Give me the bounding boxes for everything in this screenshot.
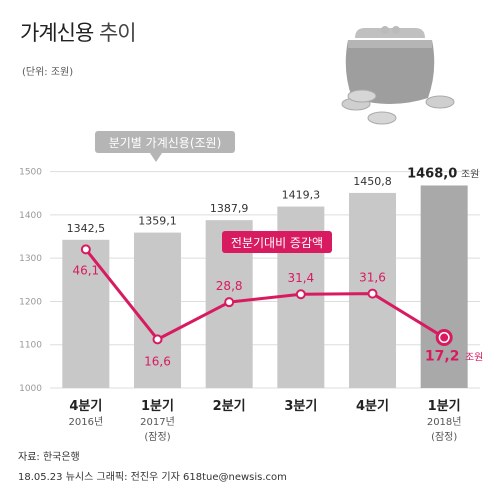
bar-value-label: 1468,0 <box>407 166 457 181</box>
title-sub: 추이 <box>98 21 137 45</box>
x-axis: 4분기 2016년 1분기 2017년 (잠정) 2분기 3분기 4분기 1분기 2018년 (잠정… <box>69 399 462 443</box>
legend-series-label: 분기별 가계신용(조원) <box>109 136 222 150</box>
x-tick-label: 3분기 <box>284 399 317 414</box>
y-axis: 1000 1100 1200 1300 1400 1500 <box>19 168 42 394</box>
bar-value-unit: 조원 <box>461 168 479 180</box>
bar <box>134 232 181 388</box>
x-tick-label: 1분기 <box>428 399 461 414</box>
bar-value-label: 1342,5 <box>67 222 106 235</box>
x-tick-label: 1분기 <box>141 399 174 414</box>
x-tick-label: 4분기 <box>69 399 102 414</box>
y-tick-label: 1400 <box>19 211 42 221</box>
line-point <box>152 334 163 345</box>
source-note: 자료: 한국은행 <box>18 452 80 463</box>
line-series <box>80 244 453 347</box>
x-tick-year: 2017년 <box>140 416 175 428</box>
line-value-label: 31,6 <box>359 271 386 285</box>
x-tick-note: (잠정) <box>431 431 457 443</box>
bar-value-label: 1359,1 <box>138 215 177 228</box>
legend-series: 분기별 가계신용(조원) <box>95 131 235 162</box>
bar <box>420 185 468 388</box>
title-main: 가계신용 <box>20 21 94 45</box>
x-tick-year: 2016년 <box>69 416 104 428</box>
line-path <box>84 248 445 341</box>
y-tick-label: 1200 <box>19 297 42 307</box>
grid <box>50 171 480 389</box>
line-value-label: 17,2 <box>425 349 460 365</box>
credit-note: 18.05.23 뉴시스 그래픽: 전진우 기자 618tue@newsis.c… <box>18 472 287 483</box>
line-point-inner <box>440 333 449 342</box>
legend-change-label: 전분기대비 증감액 <box>231 236 323 250</box>
line-value-label: 31,4 <box>287 271 314 285</box>
bar-series <box>62 185 468 388</box>
bar-value-label: 1450,8 <box>353 175 392 188</box>
bar-labels: 1342,5 1359,1 1387,9 1419,3 1450,8 1468,0 조원 <box>67 166 480 234</box>
line-point <box>80 244 91 255</box>
line-value-unit: 조원 <box>465 352 483 364</box>
chart-title: 가계신용 추이 <box>20 17 137 47</box>
line-labels: 46,1 16,6 28,8 31,4 31,6 17,2 조원 <box>72 263 483 368</box>
y-tick-label: 1500 <box>19 168 42 178</box>
y-tick-label: 1100 <box>19 341 42 351</box>
y-tick-label: 1000 <box>19 384 42 394</box>
x-tick-label: 2분기 <box>213 399 246 414</box>
unit-note: (단위: 조원) <box>22 67 74 78</box>
line-point <box>224 297 235 308</box>
y-tick-label: 1300 <box>19 254 42 264</box>
line-value-label: 46,1 <box>72 263 99 277</box>
line-point <box>295 289 306 300</box>
bar-value-label: 1387,9 <box>210 202 249 215</box>
bar <box>62 239 110 388</box>
line-value-label: 16,6 <box>144 354 171 368</box>
x-tick-year: 2018년 <box>427 416 462 428</box>
line-value-label: 28,8 <box>216 279 243 293</box>
x-tick-label: 4분기 <box>356 399 389 414</box>
bar-value-label: 1419,3 <box>282 189 321 202</box>
x-tick-note: (잠정) <box>144 431 170 443</box>
purse-icon <box>341 26 455 125</box>
legend-change: 전분기대비 증감액 <box>222 231 332 253</box>
line-point <box>367 288 378 299</box>
